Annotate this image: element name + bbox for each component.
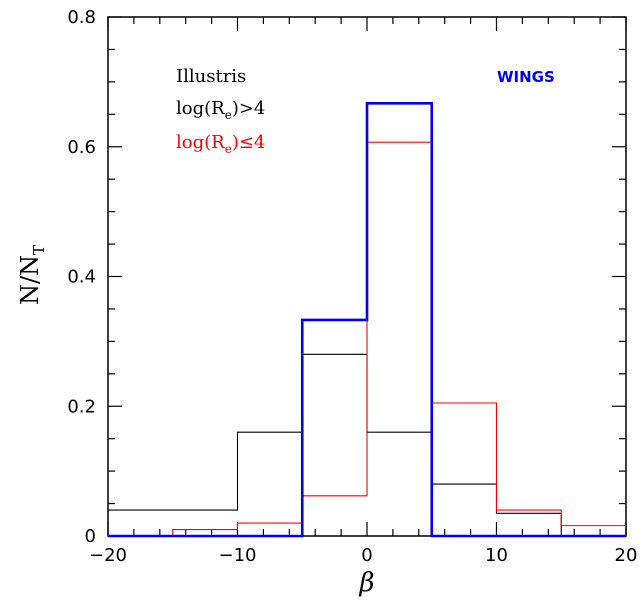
histogram-series <box>108 101 626 538</box>
x-tick-label: 20 <box>615 545 638 566</box>
y-tick-label: 0 <box>85 526 96 547</box>
y-tick-label: 0.4 <box>67 267 96 288</box>
y-axis-title: N/NT <box>16 245 48 305</box>
x-tick-label: −10 <box>219 545 257 566</box>
histogram-wings-line <box>108 101 626 538</box>
legend-entry-small-pre: log(R <box>176 132 225 153</box>
legend-entry-large-pre: log(R <box>176 98 225 119</box>
y-axis-title-main: N/N <box>16 255 44 305</box>
y-tick-label: 0.2 <box>67 396 96 417</box>
x-tick-label: −20 <box>89 545 127 566</box>
legend-title: Illustris <box>176 66 246 87</box>
axis-ticks <box>107 16 627 537</box>
y-axis-title-subscript: T <box>30 245 48 255</box>
legend-entry-small-sub: e <box>225 142 232 156</box>
legend-entry-large: log(Re)>4 <box>176 98 265 122</box>
legend-entry-small: log(Re)≤4 <box>176 132 265 156</box>
legend-wings: WINGS <box>497 68 555 86</box>
legend-entry-large-sub: e <box>225 108 232 122</box>
legend-entry-small-post: )≤4 <box>232 132 266 153</box>
x-tick-label: 0 <box>361 545 372 566</box>
legend-entry-large-post: )>4 <box>232 98 266 119</box>
y-tick-label: 0.8 <box>67 7 96 28</box>
x-tick-label: 10 <box>485 545 508 566</box>
y-tick-label: 0.6 <box>67 137 96 158</box>
axis-tick-labels: −20 −10 0 10 20 0 0.2 0.4 0.6 0.8 <box>67 7 637 566</box>
x-axis-title: β <box>358 568 374 598</box>
